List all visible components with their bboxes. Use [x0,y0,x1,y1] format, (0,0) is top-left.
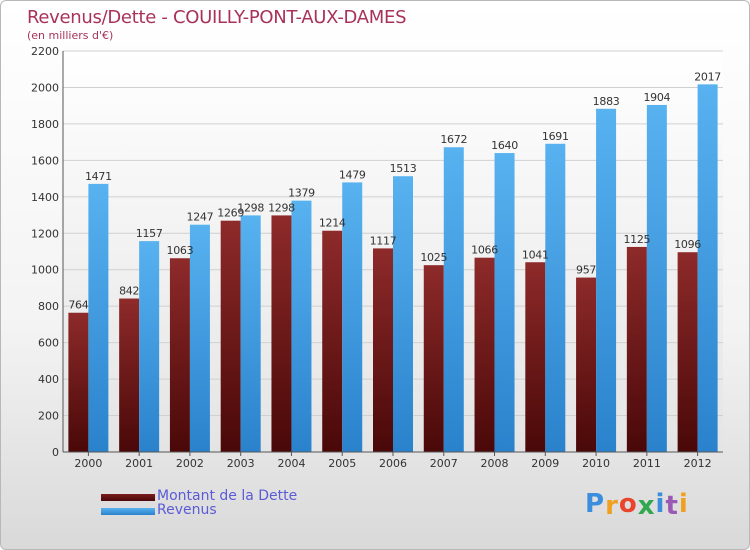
data-label-revenue: 1379 [288,187,315,200]
bar-revenue [189,224,210,452]
bar-debt [322,230,343,452]
bar-revenue [596,108,617,452]
bar-debt [423,265,444,452]
bar-revenue [139,241,160,452]
data-label-revenue: 1471 [85,170,112,183]
x-tick-label: 2009 [531,457,559,470]
y-tick-label: 1400 [31,191,59,204]
data-label-debt: 1214 [319,217,346,230]
data-label-revenue: 1247 [187,211,214,224]
data-label-debt: 1096 [674,238,701,251]
bar-revenue [291,200,312,452]
bar-revenue [342,182,363,452]
legend-swatch-revenue [101,508,155,515]
legend-swatch-debt [101,494,155,501]
logo-letter: i [655,489,666,519]
x-tick-label: 2008 [481,457,509,470]
data-label-revenue: 1640 [491,139,518,152]
bar-revenue [494,153,515,452]
logo-letter: P [585,489,606,519]
y-tick-label: 1600 [31,154,59,167]
bar-revenue [443,147,464,453]
bar-debt [271,215,292,452]
bar-debt [474,257,495,452]
data-label-debt: 1066 [471,244,498,257]
y-tick-label: 1200 [31,227,59,240]
data-label-debt: 1117 [370,234,397,247]
data-label-revenue: 1479 [339,168,366,181]
x-tick-label: 2002 [176,457,204,470]
bar-debt [576,277,597,452]
y-tick-label: 0 [52,446,59,459]
y-tick-label: 1800 [31,118,59,131]
x-tick-label: 2001 [125,457,153,470]
data-label-debt: 1298 [268,201,295,214]
y-tick-label: 2200 [31,45,59,58]
data-label-revenue: 1691 [542,130,569,143]
logo-letter: i [678,489,689,519]
y-tick-label: 1000 [31,264,59,277]
logo-letter: r [605,491,619,521]
bar-debt [525,262,546,452]
bar-revenue [545,143,566,452]
bar-debt [220,220,241,452]
data-label-revenue: 1904 [643,91,670,104]
data-label-revenue: 1513 [390,162,417,175]
x-tick-label: 2011 [633,457,661,470]
bar-debt [373,248,393,452]
y-tick-label: 2000 [31,81,59,94]
data-label-revenue: 2017 [694,70,721,83]
data-label-debt: 764 [68,299,88,312]
chart-title: Revenus/Dette - COUILLY-PONT-AUX-DAMES [27,7,407,28]
data-label-debt: 1269 [217,207,244,220]
chart-subtitle: (en milliers d'€) [27,29,114,42]
data-label-revenue: 1157 [136,227,163,240]
data-label-debt: 842 [119,285,139,298]
y-tick-label: 800 [38,300,59,313]
x-tick-label: 2000 [74,457,102,470]
y-tick-label: 200 [38,410,59,423]
legend-label-debt: Montant de la Dette [157,488,298,504]
y-tick-label: 600 [38,337,59,350]
y-tick-label: 400 [38,373,59,386]
data-label-debt: 1041 [522,248,549,261]
bar-debt [169,258,190,452]
x-tick-label: 2010 [582,457,610,470]
logo-letter: t [665,491,679,521]
bar-debt [119,298,140,452]
data-label-revenue: 1298 [237,201,264,214]
data-label-debt: 1063 [167,244,194,257]
data-label-debt: 957 [576,264,596,277]
logo-letter: x [637,491,656,521]
legend-label-revenue: Revenus [157,502,217,518]
data-label-debt: 1125 [623,233,650,246]
x-tick-label: 2003 [227,457,255,470]
bar-revenue [393,176,413,452]
bar-debt [626,246,647,452]
bar-revenue [88,183,109,452]
x-tick-label: 2012 [684,457,712,470]
proxiti-logo: Proxiti [585,489,689,521]
bar-revenue [697,84,718,453]
x-tick-label: 2004 [277,457,305,470]
bar-debt [677,252,698,452]
x-tick-label: 2007 [430,457,458,470]
bar-revenue [646,104,667,452]
logo-letter: o [618,489,638,519]
data-label-revenue: 1672 [440,133,467,146]
bar-debt [68,312,89,452]
x-tick-label: 2006 [379,457,407,470]
bar-revenue [240,215,261,452]
data-label-revenue: 1883 [593,95,620,108]
data-label-debt: 1025 [420,251,447,264]
x-tick-label: 2005 [328,457,356,470]
